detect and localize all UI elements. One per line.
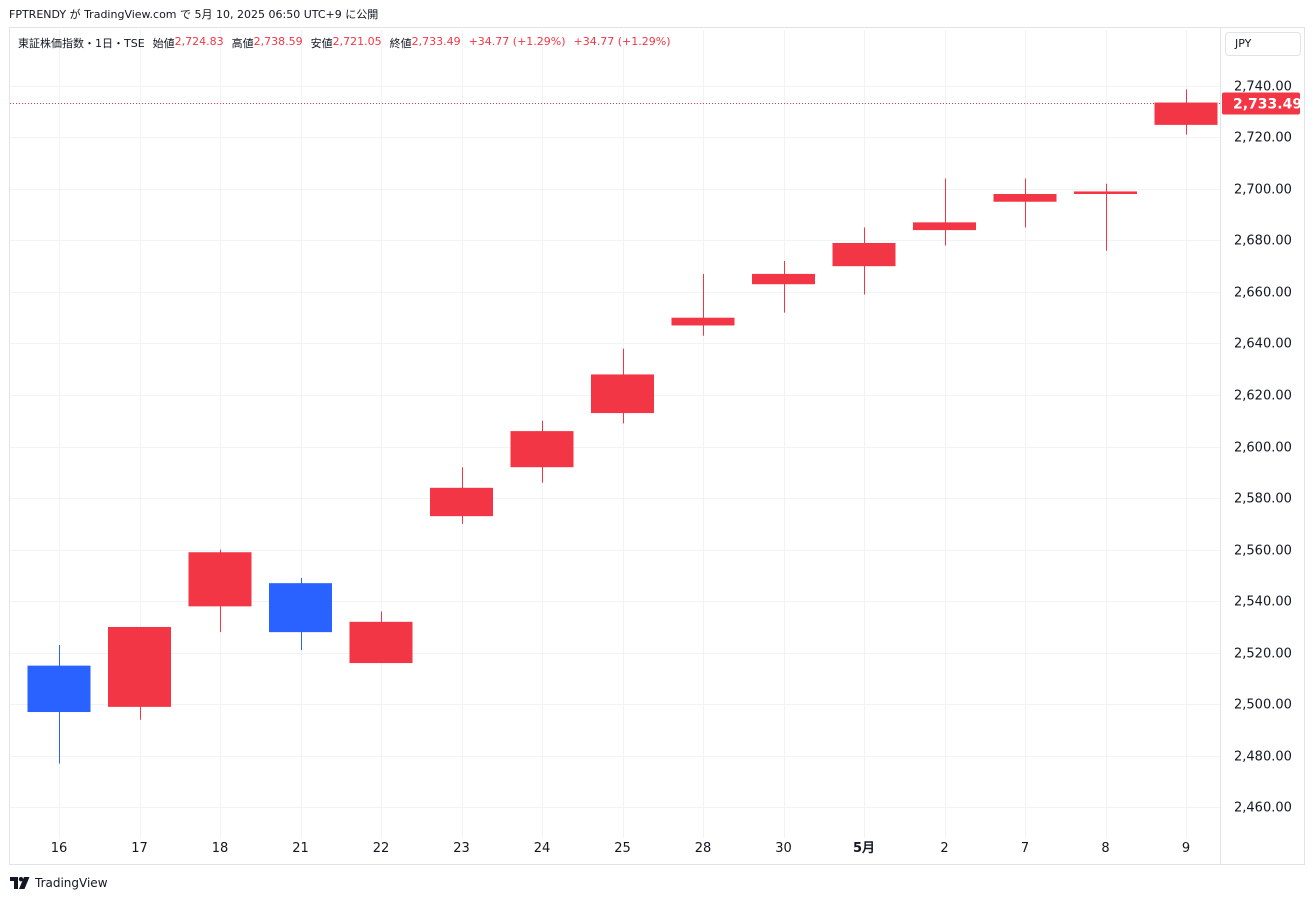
candle-body — [1074, 191, 1137, 195]
y-tick-label: 2,620.00 — [1234, 389, 1292, 404]
currency-button[interactable]: JPY — [1225, 32, 1301, 56]
x-tick-label: 22 — [373, 841, 390, 856]
x-tick-label: 24 — [534, 841, 551, 856]
x-tick-label: 23 — [453, 841, 470, 856]
candle-body — [349, 621, 413, 664]
x-tick-label: 25 — [614, 841, 631, 856]
y-tick-label: 2,640.00 — [1234, 337, 1292, 352]
candle-18[interactable] — [188, 549, 252, 633]
x-tick-label: 8 — [1101, 841, 1109, 856]
ohlc-legend: 東証株価指数・1日・TSE 始値 2,724.83 高値 2,738.59 安値… — [18, 35, 679, 51]
candle-2[interactable] — [913, 178, 976, 246]
candle-24[interactable] — [510, 420, 574, 483]
candle-body — [188, 552, 252, 607]
candle-28[interactable] — [671, 273, 735, 336]
candle-body — [832, 242, 896, 267]
y-tick-label: 2,600.00 — [1234, 441, 1292, 456]
change-value-secondary: +34.77 (+1.29%) — [573, 35, 671, 48]
candle-7[interactable] — [993, 178, 1057, 228]
candle-body — [430, 487, 493, 517]
candle-16[interactable] — [27, 645, 91, 764]
candle-22[interactable] — [349, 611, 413, 664]
candle-body — [269, 583, 332, 633]
y-tick-label: 2,560.00 — [1234, 544, 1292, 559]
high-label: 高値 — [231, 37, 254, 50]
x-tick-label: 30 — [775, 841, 792, 856]
x-tick-label: 2 — [940, 841, 948, 856]
candle-21[interactable] — [269, 578, 332, 651]
x-tick-label: 9 — [1182, 841, 1190, 856]
published-caption: FPTRENDY が TradingView.com で 5月 10, 2025… — [9, 8, 379, 21]
y-tick-label: 2,680.00 — [1234, 234, 1292, 249]
y-tick-label: 2,700.00 — [1234, 183, 1292, 198]
y-tick-label: 2,480.00 — [1234, 750, 1292, 765]
x-tick-label: 28 — [695, 841, 712, 856]
tradingview-logo-icon — [10, 877, 30, 889]
candle-body — [27, 665, 91, 713]
y-tick-label: 2,720.00 — [1234, 131, 1292, 146]
high-value: 2,738.59 — [253, 35, 303, 48]
close-value: 2,733.49 — [411, 35, 461, 48]
y-tick-label: 2,660.00 — [1234, 286, 1292, 301]
open-label: 始値 — [152, 37, 175, 50]
symbol-name[interactable]: 東証株価指数・1日・TSE — [18, 37, 145, 50]
candle-25[interactable] — [591, 348, 654, 424]
candle-body — [510, 431, 574, 468]
y-tick-label: 2,540.00 — [1234, 595, 1292, 610]
open-value: 2,724.83 — [174, 35, 224, 48]
low-value: 2,721.05 — [332, 35, 382, 48]
candle-body — [108, 626, 171, 707]
candle-9[interactable] — [1154, 89, 1218, 135]
x-tick-label: 21 — [292, 841, 309, 856]
candle-23[interactable] — [430, 467, 493, 524]
y-tick-label: 2,500.00 — [1234, 698, 1292, 713]
candle-body — [671, 317, 735, 326]
y-tick-label: 2,740.00 — [1234, 80, 1292, 95]
x-tick-label: 7 — [1021, 841, 1029, 856]
candle-body — [591, 374, 654, 414]
candle-body — [993, 194, 1057, 202]
close-label: 終値 — [389, 37, 412, 50]
brand-name: TradingView — [35, 876, 108, 890]
candle-8[interactable] — [1074, 183, 1137, 251]
last-price-label: 2,733.49 — [1233, 97, 1302, 113]
y-tick-label: 2,460.00 — [1234, 801, 1292, 816]
x-tick-label: 16 — [51, 841, 68, 856]
candle-body — [1154, 102, 1218, 125]
candle-body — [752, 273, 815, 285]
x-tick-label: 18 — [212, 841, 229, 856]
change-value: +34.77 (+1.29%) — [468, 35, 566, 48]
last-price-badge — [1222, 92, 1300, 115]
chart-frame — [9, 27, 1305, 865]
candle-5月[interactable] — [832, 227, 896, 295]
candle-17[interactable] — [108, 626, 171, 720]
y-tick-label: 2,580.00 — [1234, 492, 1292, 507]
x-tick-label: 17 — [131, 841, 148, 856]
brand-footer[interactable]: TradingView — [10, 876, 108, 890]
x-tick-label: 5月 — [853, 841, 875, 856]
y-tick-label: 2,520.00 — [1234, 647, 1292, 662]
candle-30[interactable] — [752, 261, 815, 313]
low-label: 安値 — [310, 37, 333, 50]
candle-body — [913, 222, 976, 231]
